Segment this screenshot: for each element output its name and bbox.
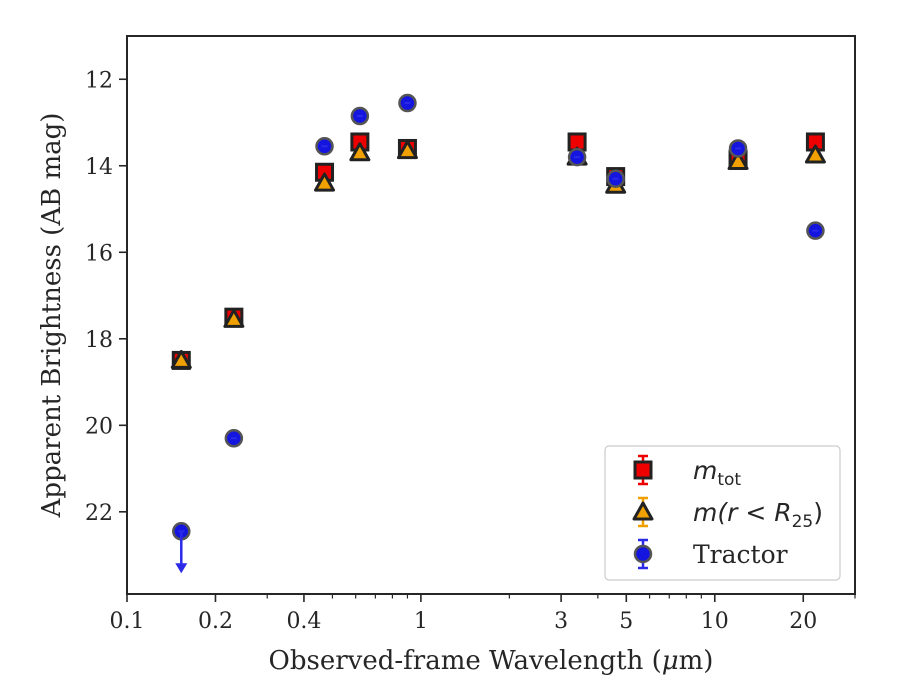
legend-marker-tractor (633, 544, 653, 564)
plot-frame (126, 35, 856, 595)
x-tick-label: 0.4 (286, 609, 321, 634)
legend-marker-mr25 (632, 501, 654, 521)
plot-marks (170, 93, 826, 574)
legend-box (604, 445, 841, 581)
axes: 0.1 0.2 0.4 1 3 5 10 20 12 14 16 18 20 22 (85, 68, 856, 634)
legend-label-mr25: m(r < R25) (693, 498, 823, 532)
legend: mtot m(r < R25) Tractor (604, 445, 841, 581)
y-tick-label: 12 (85, 68, 113, 93)
series-tractor (172, 93, 825, 574)
x-tick-label: 0.2 (198, 609, 233, 634)
x-tick-label: 5 (619, 609, 633, 634)
tractor-limit-arrow (175, 563, 188, 574)
x-tick-label: 10 (701, 609, 729, 634)
legend-label-tractor: Tractor (693, 540, 788, 569)
series-mtot (171, 132, 825, 370)
legend-marker-mtot (633, 460, 653, 480)
y-tick-label: 18 (85, 328, 113, 353)
x-tick-label: 3 (554, 609, 568, 634)
x-tick-label: 20 (789, 609, 817, 634)
y-tick-label: 22 (85, 501, 113, 526)
y-tick-label: 14 (85, 155, 113, 180)
legend-label-mtot: mtot (693, 456, 741, 490)
x-tick-label: 1 (414, 609, 428, 634)
y-axis-title: Apparent Brightness (AB mag) (37, 113, 67, 519)
y-tick-label: 16 (85, 241, 113, 266)
x-tick-label: 0.1 (110, 609, 145, 634)
x-axis-title: Observed-frame Wavelength (μm) (269, 646, 714, 676)
y-tick-label: 20 (85, 414, 113, 439)
series-mr25 (170, 140, 826, 369)
